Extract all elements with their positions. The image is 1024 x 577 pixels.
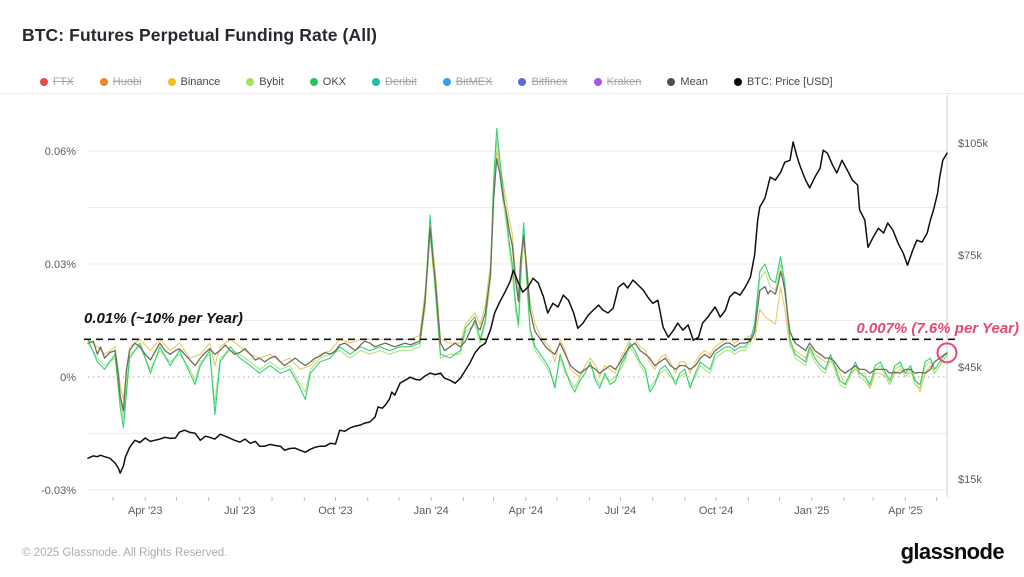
legend-item-label: Kraken — [606, 76, 642, 88]
legend-item-label: Bybit — [259, 76, 284, 88]
x-tick-label: Jul '24 — [605, 505, 636, 517]
legend-dot — [733, 78, 742, 86]
legend-item-label: Deribit — [385, 76, 417, 88]
x-tick-label: Apr '24 — [509, 505, 544, 517]
y-left-tick-label: 0% — [60, 372, 76, 384]
y-right-tick-label: $105k — [958, 138, 988, 150]
y-left-tick-label: 0.06% — [45, 146, 76, 158]
copyright-text: © 2025 Glassnode. All Rights Reserved. — [22, 547, 228, 559]
legend-dot — [372, 78, 380, 86]
legend-dot — [167, 78, 176, 86]
y-right-tick-label: $15k — [958, 474, 982, 486]
x-tick-label: Oct '24 — [699, 505, 734, 517]
x-tick-label: Jan '24 — [414, 505, 449, 517]
legend-item-btc-price-usd[interactable]: BTC: Price [USD] — [733, 76, 833, 88]
series-line-btc-price-usd — [87, 141, 948, 474]
legend-item-okx[interactable]: OKX — [309, 76, 346, 88]
target-rate-annotation: 0.01% (~10% per Year) — [84, 310, 243, 327]
x-tick-label: Oct '23 — [318, 505, 353, 517]
legend-dot — [99, 78, 108, 86]
page-title: BTC: Futures Perpetual Funding Rate (All… — [22, 25, 378, 45]
legend-dot — [40, 78, 48, 86]
legend-item-huobi[interactable]: Huobi — [99, 76, 142, 88]
legend-item-bitfinex[interactable]: Bitfinex — [518, 76, 568, 88]
legend-item-kraken[interactable]: Kraken — [593, 76, 642, 88]
y-right-tick-label: $45k — [958, 362, 982, 374]
legend-divider — [0, 93, 1024, 94]
legend-item-label: FTX — [53, 76, 74, 88]
legend-item-bitmex[interactable]: BitMEX — [442, 76, 493, 88]
glassnode-wordmark: glassnode — [900, 539, 1005, 564]
legend-item-deribit[interactable]: Deribit — [372, 76, 417, 88]
legend-item-label: Mean — [680, 76, 708, 88]
legend-dot — [309, 78, 318, 86]
legend-dot — [593, 78, 602, 86]
x-tick-label: Jul '23 — [224, 505, 255, 517]
legend-dot — [518, 78, 527, 86]
y-right-tick-label: $75k — [958, 250, 982, 262]
x-tick-label: Apr '25 — [888, 505, 923, 517]
legend-item-label: OKX — [322, 76, 346, 88]
legend-item-label: Huobi — [112, 76, 142, 88]
y-left-tick-label: 0.03% — [45, 259, 76, 271]
legend-item-label: Bitfinex — [531, 76, 568, 88]
x-tick-label: Apr '23 — [128, 505, 163, 517]
series-line-binance — [87, 150, 948, 401]
legend-item-label: BTC: Price [USD] — [746, 76, 833, 88]
legend-dot — [442, 78, 451, 86]
legend-item-ftx[interactable]: FTX — [40, 76, 74, 88]
legend-dot — [667, 78, 676, 86]
y-left-tick-label: -0.03% — [41, 485, 76, 497]
series-line-okx — [87, 127, 948, 429]
latest-value-marker — [936, 342, 958, 364]
legend-item-label: Binance — [180, 76, 221, 88]
latest-rate-annotation: 0.007% (7.6% per Year) — [856, 320, 1019, 337]
legend-dot — [246, 78, 255, 86]
legend-item-label: BitMEX — [455, 76, 493, 88]
x-tick-label: Jan '25 — [794, 505, 829, 517]
legend-item-binance[interactable]: Binance — [167, 76, 221, 88]
legend-item-bybit[interactable]: Bybit — [246, 76, 284, 88]
chart-legend: FTX Huobi Binance Bybit OKX Deribit BitMEX Bitf… — [40, 76, 833, 88]
series-line-mean — [87, 157, 948, 412]
legend-item-mean[interactable]: Mean — [667, 76, 708, 88]
